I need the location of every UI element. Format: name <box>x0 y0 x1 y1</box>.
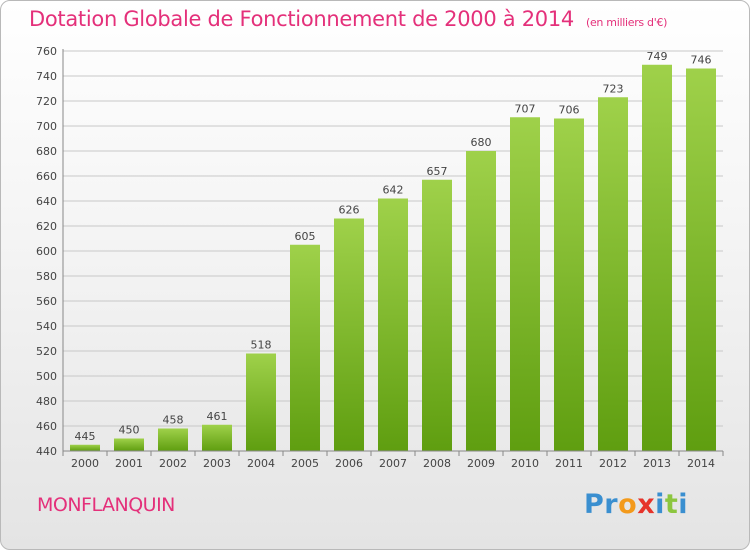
value-label: 706 <box>559 104 580 117</box>
x-tick-label: 2003 <box>203 457 231 470</box>
axes: 440 460 480 500 520 540 560 580 600 620 640 660 680 7… <box>36 45 724 470</box>
value-label: 642 <box>383 184 404 197</box>
bar-2004 <box>246 353 276 451</box>
logo-letter: i <box>678 489 689 520</box>
x-tick-label: 2000 <box>71 457 99 470</box>
y-tick-label: 700 <box>36 120 57 133</box>
x-tick-label: 2004 <box>247 457 275 470</box>
x-tick-label: 2008 <box>423 457 451 470</box>
bar-2000 <box>70 444 100 451</box>
logo-letter: o <box>618 489 638 520</box>
bar-2006 <box>334 218 364 451</box>
y-tick-label: 600 <box>36 245 57 258</box>
value-label: 458 <box>163 414 184 427</box>
x-tick-label: 2001 <box>115 457 143 470</box>
bar-2005 <box>290 244 320 451</box>
value-label: 707 <box>515 102 536 115</box>
logo-letter: t <box>664 489 679 520</box>
value-label: 450 <box>119 424 140 437</box>
bar-2002 <box>158 428 188 451</box>
value-label: 680 <box>471 136 492 149</box>
y-tick-label: 680 <box>36 145 57 158</box>
x-tick-label: 2009 <box>467 457 495 470</box>
logo-letter: P <box>584 489 605 520</box>
y-tick-label: 480 <box>36 395 57 408</box>
bar-2009 <box>466 151 496 451</box>
logo-letter: x <box>637 489 656 520</box>
bar-2012 <box>598 97 628 451</box>
y-tick-label: 620 <box>36 220 57 233</box>
y-tick-label: 660 <box>36 170 57 183</box>
value-label: 445 <box>75 430 96 443</box>
y-tick-label: 760 <box>36 45 57 58</box>
bars <box>70 64 716 451</box>
value-label: 749 <box>647 50 668 63</box>
bar-2010 <box>510 117 540 451</box>
value-label: 657 <box>427 165 448 178</box>
bar-2011 <box>554 118 584 451</box>
x-tick-label: 2006 <box>335 457 363 470</box>
bar-2007 <box>378 198 408 451</box>
chart-title: Dotation Globale de Fonctionnement de 20… <box>29 7 667 31</box>
y-tick-label: 520 <box>36 345 57 358</box>
bar-2003 <box>202 424 232 451</box>
y-tick-label: 500 <box>36 370 57 383</box>
bar-2001 <box>114 438 144 451</box>
value-label: 746 <box>691 54 712 67</box>
value-label: 461 <box>207 410 228 423</box>
x-tick-label: 2010 <box>511 457 539 470</box>
x-tick-label: 2014 <box>687 457 715 470</box>
place-name: MONFLANQUIN <box>37 494 175 516</box>
value-label: 518 <box>251 339 272 352</box>
bar-2014 <box>686 68 716 451</box>
y-tick-label: 640 <box>36 195 57 208</box>
y-tick-label: 540 <box>36 320 57 333</box>
x-tick-label: 2012 <box>599 457 627 470</box>
y-tick-label: 580 <box>36 270 57 283</box>
proxiti-logo: Proxiti <box>584 489 688 520</box>
chart-unit: (en milliers d'€) <box>585 16 668 29</box>
y-tick-label: 560 <box>36 295 57 308</box>
x-tick-label: 2007 <box>379 457 407 470</box>
x-tick-label: 2013 <box>643 457 671 470</box>
bar-2008 <box>422 179 452 451</box>
value-label: 723 <box>603 82 624 95</box>
chart-title-text: Dotation Globale de Fonctionnement de 20… <box>29 7 574 31</box>
y-tick-label: 720 <box>36 95 57 108</box>
bar-2013 <box>642 64 672 451</box>
y-tick-label: 440 <box>36 445 57 458</box>
logo-letter: i <box>655 489 665 520</box>
y-tick-label: 740 <box>36 70 57 83</box>
x-tick-label: 2005 <box>291 457 319 470</box>
logo-letter: r <box>604 489 619 520</box>
value-label: 605 <box>295 230 316 243</box>
x-tick-label: 2011 <box>555 457 583 470</box>
value-label: 626 <box>339 204 360 217</box>
y-tick-label: 460 <box>36 420 57 433</box>
x-tick-label: 2002 <box>159 457 187 470</box>
